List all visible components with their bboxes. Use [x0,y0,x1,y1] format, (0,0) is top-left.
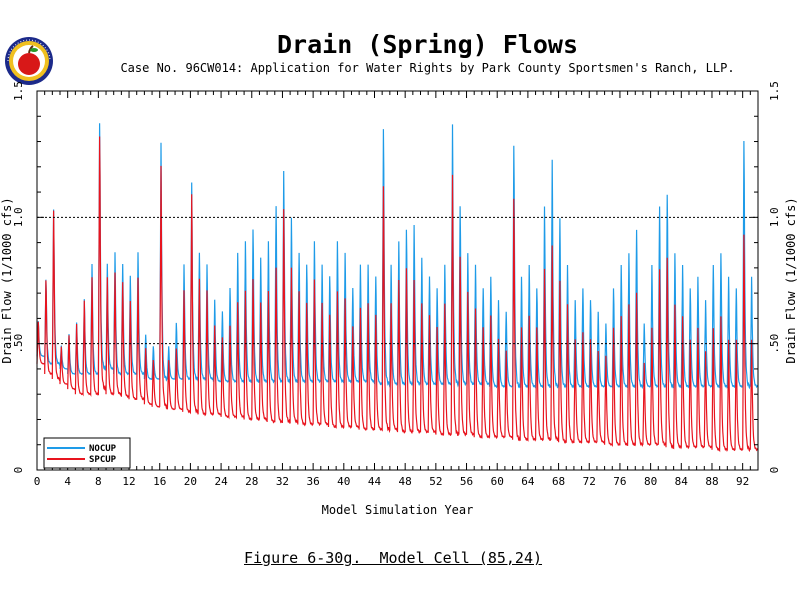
x-tick-label: 16 [153,475,166,488]
series-line-spcup [36,136,759,453]
apple-seal-logo [5,37,53,85]
x-tick-label: 52 [429,475,442,488]
tick-layer: 0 4 8 12 16 20 24 28 32 36 40 44 48 52 56 60 64 68 72 76 80 8… [12,81,781,488]
x-tick-label: 44 [368,475,382,488]
y-tick-label-left: 1.5 [12,81,25,101]
apple-stem [28,45,34,54]
reference-lines [37,216,758,345]
y-tick-label-right: 1.5 [768,81,781,101]
figure-caption: Figure 6-30g. Model Cell (85,24) [244,549,543,567]
x-tick-label: 84 [675,475,689,488]
x-tick-label: 12 [122,475,135,488]
y-tick-label-right: .50 [768,334,781,354]
x-tick-label: 0 [34,475,41,488]
y-axis-label-right: Drain Flow (1/1000 cfs) [784,197,798,363]
legend-box [43,437,131,469]
legend-label-spcup: SPCUP [89,455,117,465]
x-tick-label: 92 [736,475,749,488]
y-tick-label-left: 0 [12,467,25,474]
y-tick-label-left: 1.0 [12,207,25,227]
apple-leaf [30,48,38,52]
legend: NOCUP SPCUP [43,437,131,469]
x-tick-label: 24 [214,475,228,488]
y-tick-label-right: 0 [768,467,781,474]
apple-icon [18,53,40,75]
page-subtitle: Case No. 96CW014: Application for Water … [120,61,735,75]
x-tick-label: 88 [705,475,718,488]
legend-label-nocup: NOCUP [89,444,117,454]
x-tick-label: 80 [644,475,657,488]
x-axis-label: Model Simulation Year [322,503,474,517]
x-tick-label: 64 [521,475,535,488]
x-tick-label: 20 [184,475,197,488]
x-tick-label: 28 [245,475,258,488]
series-layer [36,123,759,453]
x-tick-label: 4 [64,475,71,488]
logo-lettering [28,39,51,62]
x-tick-label: 48 [399,475,412,488]
x-tick-label: 32 [276,475,289,488]
x-tick-label: 36 [307,475,320,488]
logo-lettering-2 [7,39,30,62]
series-line-nocup [36,123,759,390]
y-axis-label-left: Drain Flow (1/1000 cfs) [0,197,14,363]
x-tick-label: 72 [583,475,596,488]
y-tick-label-right: 1.0 [768,207,781,227]
x-tick-label: 56 [460,475,473,488]
x-tick-label: 8 [95,475,102,488]
x-tick-label: 40 [337,475,350,488]
x-tick-label: 76 [613,475,626,488]
x-tick-label: 60 [491,475,504,488]
page-title: Drain (Spring) Flows [276,30,579,59]
y-tick-label-left: .50 [12,334,25,354]
x-tick-label: 68 [552,475,565,488]
